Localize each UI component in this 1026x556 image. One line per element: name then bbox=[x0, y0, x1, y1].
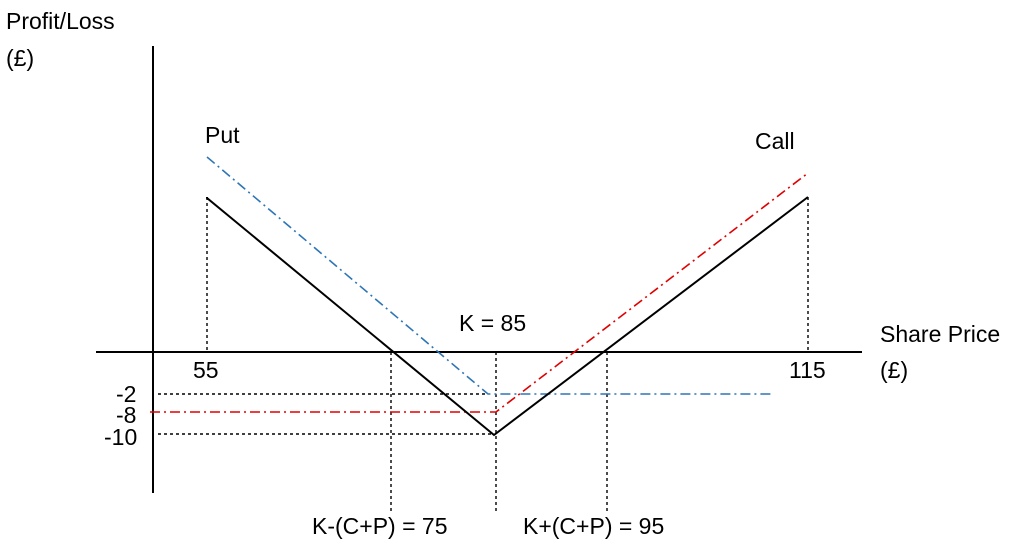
put-label: Put bbox=[205, 122, 240, 148]
guide-lines bbox=[158, 197, 809, 512]
x-axis-label: Share Price bbox=[880, 321, 1000, 347]
breakeven-low-label: K-(C+P) = 75 bbox=[312, 513, 448, 539]
put-line bbox=[206, 156, 772, 395]
y-tick-minus2: -2 bbox=[116, 381, 136, 407]
call-label: Call bbox=[755, 128, 795, 154]
call-line bbox=[150, 172, 809, 413]
x-tick-115: 115 bbox=[789, 357, 826, 383]
breakeven-high-label: K+(C+P) = 95 bbox=[523, 513, 664, 539]
y-axis-label: Profit/Loss bbox=[6, 8, 115, 34]
y-axis-unit: (£) bbox=[6, 45, 34, 71]
x-tick-55: 55 bbox=[193, 357, 219, 383]
straddle-line bbox=[206, 196, 809, 437]
y-tick-minus10: -10 bbox=[104, 424, 137, 450]
y-tick-minus8: -8 bbox=[116, 402, 136, 428]
x-axis-unit: (£) bbox=[880, 357, 908, 383]
strike-label: K = 85 bbox=[459, 310, 526, 336]
